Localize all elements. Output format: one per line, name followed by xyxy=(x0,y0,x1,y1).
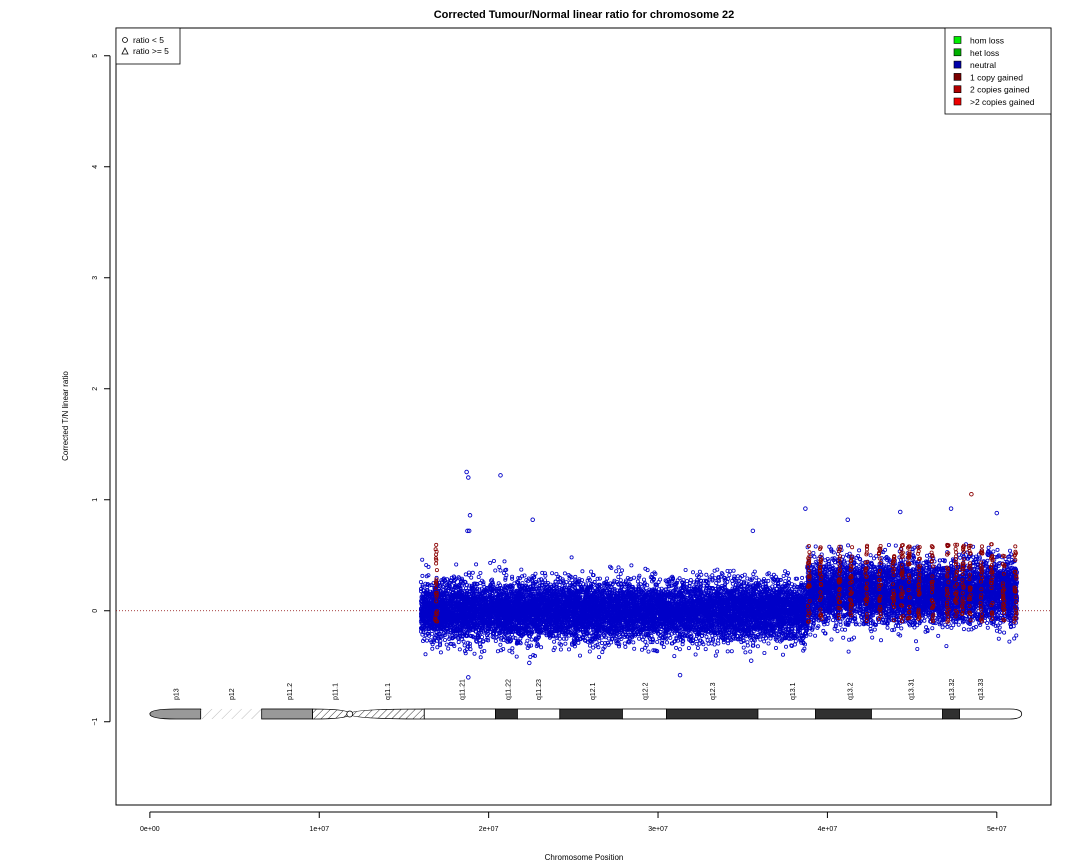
data-point xyxy=(704,634,709,639)
data-point xyxy=(474,562,479,567)
data-point xyxy=(463,572,468,577)
data-point xyxy=(665,640,670,645)
data-point xyxy=(786,576,791,581)
data-point xyxy=(519,567,524,572)
data-point xyxy=(563,641,568,646)
data-point xyxy=(618,571,623,576)
x-tick-label: 3e+07 xyxy=(648,826,668,833)
data-point xyxy=(510,576,515,581)
y-axis-label: Corrected T/N linear ratio xyxy=(61,371,70,461)
data-point xyxy=(674,645,679,650)
data-point xyxy=(558,647,563,652)
data-point xyxy=(646,649,651,654)
data-point xyxy=(493,639,498,644)
data-point xyxy=(631,640,636,645)
data-point xyxy=(605,576,610,581)
plot-area xyxy=(115,27,1052,806)
data-point xyxy=(562,571,567,576)
data-point xyxy=(472,651,477,656)
data-point xyxy=(725,569,730,574)
data-point xyxy=(537,577,542,582)
y-tick-label: 2 xyxy=(92,387,99,391)
x-axis-label: Chromosome Position xyxy=(545,853,624,862)
data-point xyxy=(672,654,677,659)
y-tick-label: 4 xyxy=(92,165,99,169)
data-point xyxy=(493,568,498,573)
data-point xyxy=(616,565,621,570)
data-point xyxy=(557,633,562,638)
y-tick-label: 0 xyxy=(92,609,99,613)
data-point xyxy=(715,649,720,654)
y-tick-label: 5 xyxy=(92,54,99,58)
data-point xyxy=(714,581,719,586)
data-point xyxy=(430,646,435,651)
data-point xyxy=(573,577,578,582)
data-point xyxy=(713,653,718,658)
data-point xyxy=(766,578,771,583)
data-point xyxy=(481,639,486,644)
data-point xyxy=(783,569,788,574)
data-point xyxy=(781,652,786,657)
x-tick-label: 4e+07 xyxy=(818,826,838,833)
x-axis: 0e+00 1e+07 2e+07 3e+07 4e+07 5e+07 xyxy=(140,811,1007,833)
plot-border xyxy=(115,27,1052,806)
data-point xyxy=(781,574,786,579)
data-point xyxy=(504,573,509,578)
data-point xyxy=(703,647,708,652)
data-point xyxy=(729,649,734,654)
data-point xyxy=(597,655,602,660)
data-point xyxy=(591,645,596,650)
data-points xyxy=(418,542,1020,660)
data-point xyxy=(588,643,593,648)
data-point xyxy=(597,576,602,581)
data-point xyxy=(706,641,711,646)
data-point xyxy=(534,644,539,649)
x-tick-label: 0e+00 xyxy=(140,826,160,833)
x-tick-label: 1e+07 xyxy=(309,826,329,833)
x-tick-label: 2e+07 xyxy=(479,826,499,833)
data-point xyxy=(716,641,721,646)
data-point xyxy=(731,568,736,573)
y-tick-label: 1 xyxy=(92,498,99,502)
data-point xyxy=(520,574,525,579)
data-point xyxy=(576,640,581,645)
y-axis: −1 0 1 2 3 4 5 xyxy=(92,54,111,726)
data-point xyxy=(567,647,572,652)
data-point xyxy=(478,571,483,576)
data-point xyxy=(727,573,732,578)
y-tick-label: −1 xyxy=(92,718,99,726)
data-point xyxy=(618,578,623,583)
data-point xyxy=(754,575,759,580)
y-tick-label: 3 xyxy=(92,276,99,280)
data-point xyxy=(491,559,496,564)
data-point xyxy=(800,575,805,580)
data-point xyxy=(454,562,459,567)
data-point xyxy=(655,640,660,645)
data-point xyxy=(741,645,746,650)
data-point xyxy=(762,639,767,644)
data-point xyxy=(632,646,637,651)
data-point xyxy=(766,641,771,646)
data-point xyxy=(462,643,467,648)
chart-title: Corrected Tumour/Normal linear ratio for… xyxy=(434,9,735,21)
data-point xyxy=(725,649,730,654)
data-point xyxy=(620,568,625,573)
data-point xyxy=(600,650,605,655)
x-tick-label: 5e+07 xyxy=(987,826,1007,833)
data-point xyxy=(529,637,534,642)
data-point xyxy=(528,655,533,660)
data-point xyxy=(748,649,753,654)
data-point xyxy=(792,642,797,647)
data-point xyxy=(477,642,482,647)
data-point xyxy=(691,570,696,575)
data-point xyxy=(457,647,462,652)
data-point xyxy=(704,572,709,577)
data-point xyxy=(578,653,583,658)
